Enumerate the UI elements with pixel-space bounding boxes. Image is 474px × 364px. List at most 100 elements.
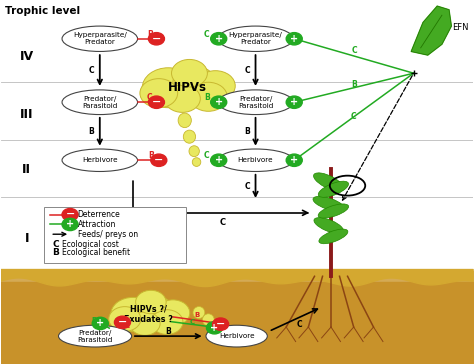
Text: Herbivore: Herbivore <box>82 157 118 163</box>
Text: Predator/
Parasitoid: Predator/ Parasitoid <box>82 96 118 109</box>
Text: Hyperparasite/
Predator: Hyperparasite/ Predator <box>228 32 283 45</box>
Circle shape <box>109 306 141 331</box>
Circle shape <box>151 154 167 166</box>
Ellipse shape <box>319 229 348 244</box>
Text: C: C <box>352 46 357 55</box>
FancyBboxPatch shape <box>44 207 186 263</box>
Text: −: − <box>216 319 225 329</box>
Text: Feeds/ preys on: Feeds/ preys on <box>78 230 138 239</box>
Text: +: + <box>96 318 104 328</box>
Text: EFN: EFN <box>452 23 469 32</box>
Text: C: C <box>204 30 210 39</box>
Text: Attraction: Attraction <box>78 220 116 229</box>
Polygon shape <box>411 6 451 55</box>
Text: B: B <box>148 151 154 161</box>
Text: C: C <box>219 218 226 228</box>
Circle shape <box>286 154 302 166</box>
Ellipse shape <box>178 113 191 128</box>
Circle shape <box>173 66 215 99</box>
Circle shape <box>136 290 166 314</box>
Text: C: C <box>147 94 153 102</box>
Text: +: + <box>210 323 219 333</box>
Text: I: I <box>24 232 29 245</box>
Text: Trophic level: Trophic level <box>5 6 81 16</box>
Circle shape <box>211 33 227 45</box>
Circle shape <box>148 33 164 45</box>
Ellipse shape <box>62 26 137 51</box>
Text: −: − <box>65 209 75 219</box>
Circle shape <box>151 310 183 335</box>
Text: −: − <box>154 155 164 165</box>
Text: B: B <box>351 80 356 89</box>
Text: +: + <box>290 34 298 44</box>
Ellipse shape <box>313 196 344 211</box>
Circle shape <box>140 79 178 108</box>
Circle shape <box>164 85 201 112</box>
Text: +: + <box>215 97 223 107</box>
Ellipse shape <box>218 26 293 51</box>
Text: B: B <box>91 317 97 323</box>
Text: HIPVs: HIPVs <box>168 81 207 94</box>
Text: II: II <box>22 163 31 176</box>
Text: +: + <box>215 34 223 44</box>
Text: B: B <box>89 127 94 136</box>
Text: C: C <box>53 240 59 249</box>
Text: −: − <box>152 33 161 43</box>
Circle shape <box>190 82 227 111</box>
Text: −: − <box>118 317 127 327</box>
Text: B: B <box>244 127 250 136</box>
Text: +: + <box>290 97 298 107</box>
Circle shape <box>156 300 190 326</box>
Ellipse shape <box>189 146 200 157</box>
Text: +: + <box>290 155 298 165</box>
Circle shape <box>148 96 164 108</box>
Circle shape <box>196 71 235 101</box>
Text: C: C <box>189 318 194 325</box>
Circle shape <box>62 218 78 230</box>
Circle shape <box>211 154 227 166</box>
Text: B: B <box>147 30 153 39</box>
Text: B: B <box>194 312 199 318</box>
Circle shape <box>211 96 227 108</box>
Text: Deterrence: Deterrence <box>78 210 120 219</box>
Circle shape <box>172 59 208 87</box>
Text: Ecological benefit: Ecological benefit <box>62 248 130 257</box>
Ellipse shape <box>318 181 348 197</box>
Ellipse shape <box>193 306 205 318</box>
Text: IV: IV <box>19 50 34 63</box>
Text: C: C <box>125 323 130 329</box>
Circle shape <box>286 96 302 108</box>
Text: Predator/
Parasitoid: Predator/ Parasitoid <box>77 330 113 343</box>
Text: +: + <box>215 155 223 165</box>
Text: C: C <box>351 112 356 121</box>
Circle shape <box>142 68 194 108</box>
Circle shape <box>62 209 78 221</box>
Ellipse shape <box>206 325 267 347</box>
Circle shape <box>129 312 160 335</box>
Text: C: C <box>89 66 94 75</box>
Text: C: C <box>296 320 302 329</box>
Text: Predator/
Parasitoid: Predator/ Parasitoid <box>238 96 273 109</box>
Ellipse shape <box>218 149 293 171</box>
Ellipse shape <box>62 149 137 171</box>
Text: III: III <box>20 108 33 122</box>
Ellipse shape <box>58 325 132 347</box>
Text: Hyperparasite/
Predator: Hyperparasite/ Predator <box>73 32 127 45</box>
Circle shape <box>137 296 173 324</box>
Text: Ecological cost: Ecological cost <box>62 240 119 249</box>
Text: +: + <box>66 219 74 229</box>
Text: B: B <box>204 94 210 102</box>
Ellipse shape <box>62 90 137 115</box>
Text: C: C <box>244 182 250 191</box>
Circle shape <box>114 316 130 328</box>
Ellipse shape <box>183 130 196 143</box>
Text: B: B <box>165 327 171 336</box>
Text: HIPVs ?/
Exudates ?: HIPVs ?/ Exudates ? <box>125 305 173 324</box>
Circle shape <box>111 297 155 331</box>
Text: Herbivore: Herbivore <box>238 157 273 163</box>
Text: C: C <box>244 66 250 75</box>
Circle shape <box>207 322 222 334</box>
Ellipse shape <box>192 158 201 166</box>
Text: B: B <box>53 248 59 257</box>
Ellipse shape <box>318 204 348 218</box>
